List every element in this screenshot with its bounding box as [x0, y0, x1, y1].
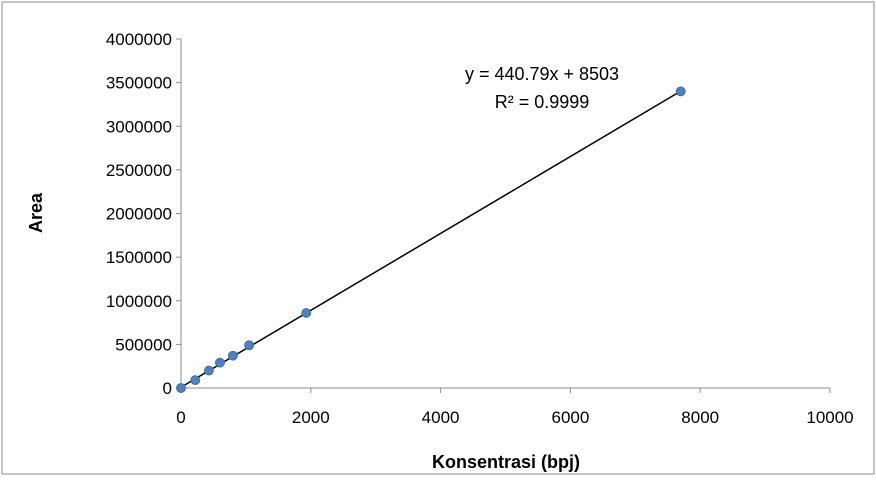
y-tick-label: 4000000 [106, 30, 172, 49]
data-point [675, 86, 686, 97]
tick-labels: 0 500000 1000000 1500000 2000000 2500000 30000… [106, 30, 854, 427]
y-tick-label: 2000000 [106, 205, 172, 224]
x-tick-label: 0 [176, 408, 185, 427]
trendline [180, 90, 682, 388]
x-tick-label: 6000 [551, 408, 589, 427]
data-point [215, 357, 225, 368]
data-points [176, 86, 686, 393]
y-tick-label: 3000000 [106, 117, 172, 136]
y-tick-label: 1500000 [106, 248, 172, 267]
x-tick-label: 8000 [681, 408, 719, 427]
data-point [244, 340, 255, 351]
trendline-layer [180, 90, 682, 388]
data-point [228, 350, 238, 361]
x-tick-label: 10000 [806, 408, 853, 427]
data-point [204, 365, 214, 376]
y-tick-label: 1000000 [106, 292, 172, 311]
data-point [301, 308, 312, 318]
x-axis-title: Konsentrasi (bpj) [432, 452, 580, 472]
axes [176, 38, 831, 393]
x-tick-label: 2000 [292, 408, 330, 427]
y-axis-title: Area [26, 192, 46, 233]
y-tick-label: 500000 [115, 335, 172, 354]
y-tick-label: 2500000 [106, 161, 172, 180]
data-point [190, 375, 201, 386]
r-squared-label: R² = 0.9999 [495, 92, 590, 112]
x-tick-label: 4000 [422, 408, 460, 427]
y-tick-label: 0 [163, 379, 172, 398]
y-tick-label: 3500000 [106, 74, 172, 93]
trendline-equation: y = 440.79x + 8503 [465, 64, 619, 84]
data-point [176, 383, 186, 393]
